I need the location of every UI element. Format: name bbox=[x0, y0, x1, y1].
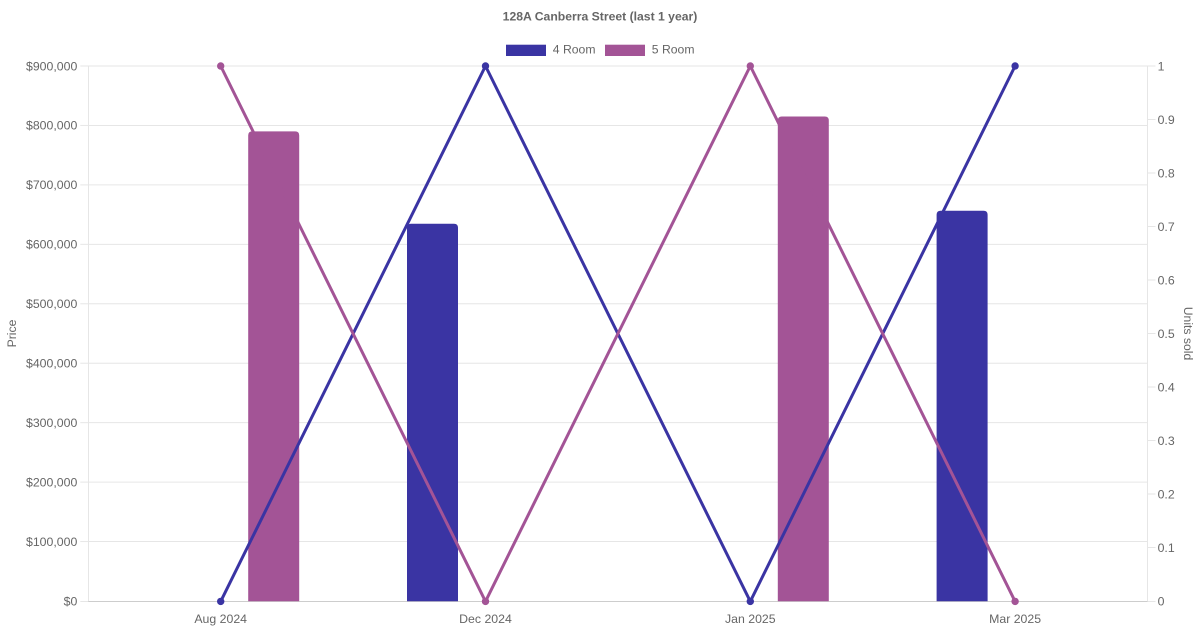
svg-text:Dec 2024: Dec 2024 bbox=[459, 612, 512, 626]
svg-text:$300,000: $300,000 bbox=[26, 416, 77, 430]
svg-text:Price: Price bbox=[5, 319, 19, 347]
svg-text:$200,000: $200,000 bbox=[26, 475, 77, 489]
svg-text:$600,000: $600,000 bbox=[26, 238, 77, 252]
svg-text:Mar 2025: Mar 2025 bbox=[989, 612, 1041, 626]
svg-text:$500,000: $500,000 bbox=[26, 297, 77, 311]
svg-text:$900,000: $900,000 bbox=[26, 59, 77, 73]
svg-text:5 Room: 5 Room bbox=[652, 42, 695, 56]
svg-text:0.4: 0.4 bbox=[1158, 380, 1175, 394]
svg-text:Aug 2024: Aug 2024 bbox=[194, 612, 247, 626]
svg-text:Units sold: Units sold bbox=[1181, 307, 1195, 361]
svg-text:0: 0 bbox=[1158, 594, 1165, 608]
svg-text:$700,000: $700,000 bbox=[26, 178, 77, 192]
svg-text:$800,000: $800,000 bbox=[26, 119, 77, 133]
svg-text:0.5: 0.5 bbox=[1158, 327, 1175, 341]
svg-text:0.2: 0.2 bbox=[1158, 487, 1175, 501]
svg-text:1: 1 bbox=[1158, 59, 1165, 73]
svg-text:0.3: 0.3 bbox=[1158, 434, 1175, 448]
svg-text:128A Canberra Street (last 1 y: 128A Canberra Street (last 1 year) bbox=[503, 9, 698, 23]
svg-text:0.6: 0.6 bbox=[1158, 273, 1175, 287]
svg-text:0.1: 0.1 bbox=[1158, 541, 1175, 555]
svg-text:$400,000: $400,000 bbox=[26, 357, 77, 371]
svg-text:$0: $0 bbox=[64, 594, 78, 608]
svg-text:0.7: 0.7 bbox=[1158, 220, 1175, 234]
svg-text:4 Room: 4 Room bbox=[553, 42, 596, 56]
svg-text:$100,000: $100,000 bbox=[26, 535, 77, 549]
svg-text:Jan 2025: Jan 2025 bbox=[725, 612, 776, 626]
svg-text:0.9: 0.9 bbox=[1158, 113, 1175, 127]
svg-text:0.8: 0.8 bbox=[1158, 166, 1175, 180]
